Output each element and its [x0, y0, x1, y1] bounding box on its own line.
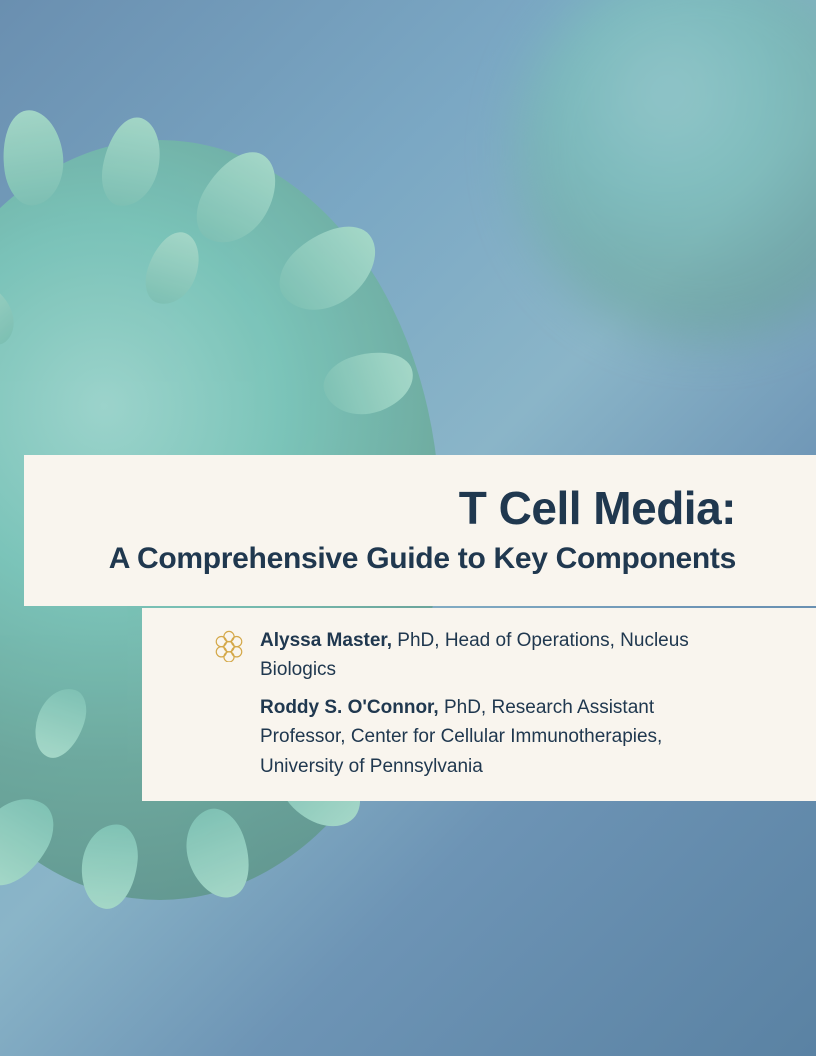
title-block: T Cell Media: A Comprehensive Guide to K…	[24, 455, 816, 606]
author-name: Alyssa Master,	[260, 630, 392, 651]
author-list: Alyssa Master, PhD, Head of Operations, …	[260, 626, 736, 781]
document-subtitle: A Comprehensive Guide to Key Components	[104, 542, 736, 576]
author-name: Roddy S. O'Connor,	[260, 697, 439, 718]
cell-illustration-blurred	[516, 0, 816, 340]
nucleus-biologics-logo-icon	[212, 628, 246, 662]
author-entry: Roddy S. O'Connor, PhD, Research Assista…	[260, 693, 736, 781]
author-block: Alyssa Master, PhD, Head of Operations, …	[142, 608, 816, 801]
document-title: T Cell Media:	[104, 483, 736, 534]
author-entry: Alyssa Master, PhD, Head of Operations, …	[260, 626, 736, 685]
